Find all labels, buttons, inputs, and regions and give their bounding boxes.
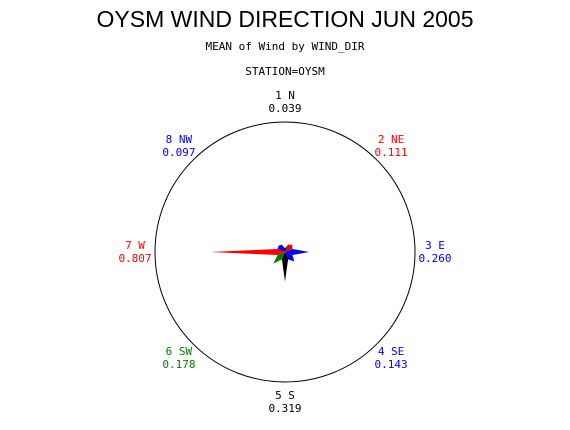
value-label: 0.097 <box>162 146 195 159</box>
category-label: 3 E <box>425 239 445 252</box>
chart-title: OYSM WIND DIRECTION JUN 2005 <box>97 6 474 32</box>
spike <box>277 244 285 252</box>
category-label: 1 N <box>275 89 295 102</box>
category-label: 8 NW <box>166 133 193 146</box>
spike <box>285 244 293 252</box>
value-label: 0.260 <box>418 252 451 265</box>
spike <box>285 252 295 262</box>
group-label: STATION=OYSM <box>245 65 325 78</box>
category-label: 5 S <box>275 389 295 402</box>
category-label: 2 NE <box>378 133 405 146</box>
value-label: 0.143 <box>375 358 408 371</box>
value-label: 0.111 <box>375 146 408 159</box>
outer-circle <box>154 121 416 383</box>
value-label: 0.178 <box>162 358 195 371</box>
value-label: 0.039 <box>268 102 301 115</box>
spike <box>285 248 310 256</box>
spike <box>281 244 289 252</box>
spike <box>281 252 289 282</box>
chart-subtitle: MEAN of Wind by WIND_DIR <box>206 40 365 53</box>
category-label: 7 W <box>125 239 145 252</box>
value-label: 0.319 <box>268 402 301 415</box>
spike <box>210 248 285 256</box>
category-label: 4 SE <box>378 345 405 358</box>
value-label: 0.807 <box>118 252 151 265</box>
spike <box>273 252 285 264</box>
category-label: 6 SW <box>166 345 193 358</box>
